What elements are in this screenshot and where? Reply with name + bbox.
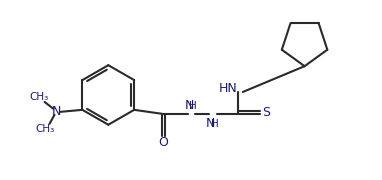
Text: N: N	[184, 99, 194, 112]
Text: HN: HN	[219, 82, 237, 94]
Text: N: N	[52, 105, 61, 118]
Text: H: H	[211, 119, 219, 129]
Text: CH₃: CH₃	[29, 92, 48, 102]
Text: CH₃: CH₃	[35, 124, 54, 134]
Text: O: O	[158, 136, 168, 149]
Text: N: N	[206, 117, 215, 130]
Text: S: S	[262, 106, 270, 119]
Text: H: H	[189, 101, 197, 111]
